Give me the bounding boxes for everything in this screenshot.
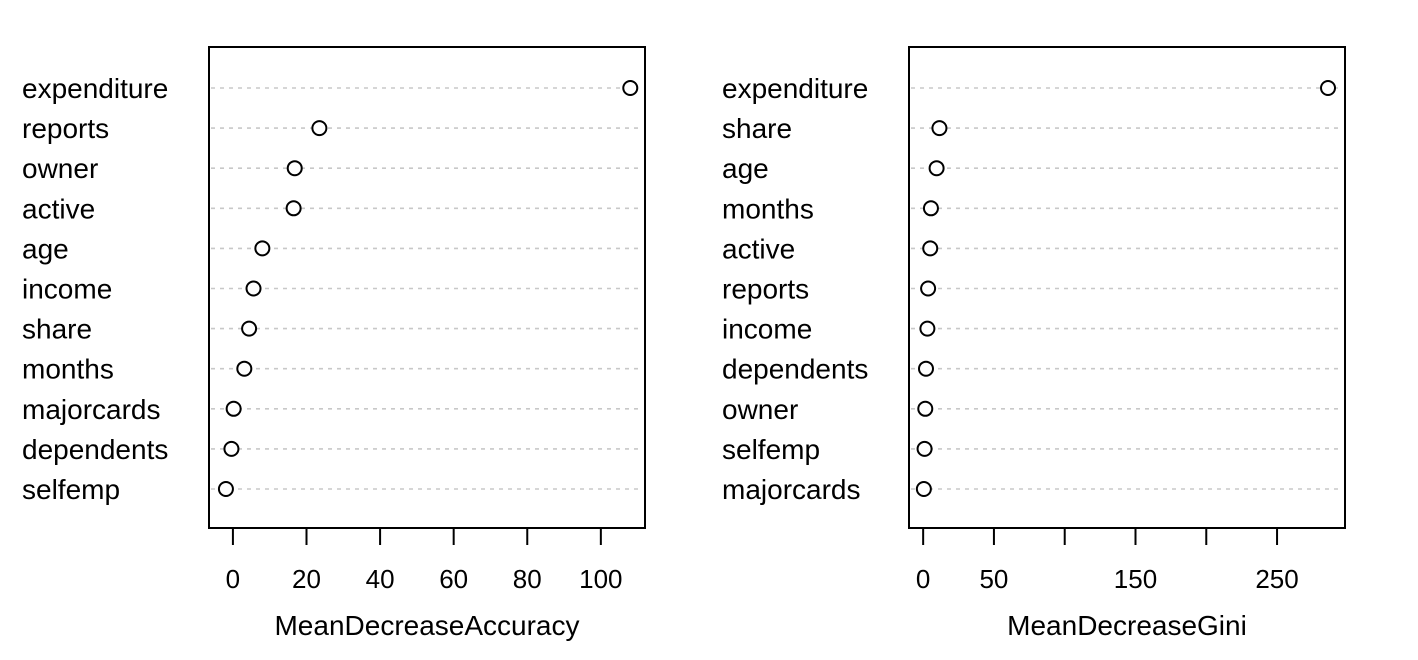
gini-plot-frame <box>908 46 1346 529</box>
accuracy-x-tick-label: 0 <box>226 564 240 594</box>
accuracy-point-majorcards <box>225 400 242 417</box>
gini-category-label: months <box>722 193 814 224</box>
gini-point-share <box>931 120 948 137</box>
gini-category-label: reports <box>722 274 809 305</box>
gini-category-label: age <box>722 153 769 184</box>
accuracy-x-axis-title: MeanDecreaseAccuracy <box>274 610 579 641</box>
gini-point-age <box>928 160 945 177</box>
accuracy-x-tick-label: 40 <box>366 564 395 594</box>
gini-point-owner <box>917 400 934 417</box>
accuracy-category-label: reports <box>22 113 109 144</box>
gini-category-label: majorcards <box>722 474 860 505</box>
gini-category-label: income <box>722 314 812 345</box>
accuracy-category-label: active <box>22 193 95 224</box>
accuracy-point-owner <box>286 160 303 177</box>
gini-point-selfemp <box>916 440 933 457</box>
accuracy-point-selfemp <box>217 481 234 497</box>
accuracy-category-label: age <box>22 233 69 264</box>
accuracy-point-age <box>254 240 271 257</box>
accuracy-point-active <box>285 200 302 217</box>
gini-category-label: owner <box>722 394 798 425</box>
gini-point-dependents <box>917 360 934 377</box>
gini-x-tick-label: 50 <box>979 564 1008 594</box>
accuracy-category-label: expenditure <box>22 73 168 104</box>
gini-category-label: dependents <box>722 354 868 385</box>
accuracy-point-income <box>245 280 262 297</box>
accuracy-category-label: majorcards <box>22 394 160 425</box>
gini-category-label: active <box>722 233 795 264</box>
gini-point-active <box>922 240 939 257</box>
accuracy-category-label: share <box>22 314 92 345</box>
gini-category-label: expenditure <box>722 73 868 104</box>
accuracy-x-tick-label: 20 <box>292 564 321 594</box>
accuracy-point-share <box>241 320 258 337</box>
gini-point-months <box>922 200 939 217</box>
accuracy-point-reports <box>311 120 328 137</box>
gini-x-axis-title: MeanDecreaseGini <box>1007 610 1247 641</box>
gini-point-majorcards <box>915 481 932 497</box>
gini-point-expenditure <box>1320 80 1337 96</box>
gini-x-tick-label: 250 <box>1255 564 1298 594</box>
accuracy-point-expenditure <box>622 80 639 96</box>
gini-x-tick-label: 0 <box>916 564 930 594</box>
accuracy-x-tick-label: 80 <box>513 564 542 594</box>
accuracy-x-tick-label: 100 <box>579 564 622 594</box>
accuracy-point-dependents <box>223 440 240 457</box>
accuracy-category-label: dependents <box>22 434 168 465</box>
gini-category-label: selfemp <box>722 434 820 465</box>
accuracy-category-label: months <box>22 354 114 385</box>
gini-point-reports <box>920 280 937 297</box>
accuracy-plot-frame <box>208 46 646 529</box>
accuracy-point-months <box>236 360 253 377</box>
accuracy-category-label: selfemp <box>22 474 120 505</box>
gini-category-label: share <box>722 113 792 144</box>
accuracy-x-tick-label: 60 <box>439 564 468 594</box>
gini-point-income <box>919 320 936 337</box>
accuracy-category-label: owner <box>22 153 98 184</box>
gini-x-tick-label: 150 <box>1114 564 1157 594</box>
accuracy-category-label: income <box>22 274 112 305</box>
